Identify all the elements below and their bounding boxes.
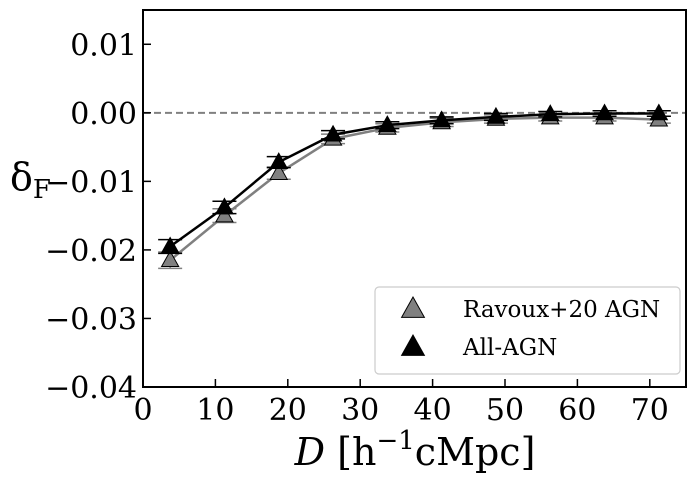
- x-axis-label: D [h−1cMpc]: [294, 426, 536, 474]
- series-1-point-9: [649, 103, 669, 121]
- plot-layer: 0 10 20 30 40 50 60 70 −0.04 −0.03 −0.02 −0.01 0.00 0…: [45, 9, 687, 428]
- series-line-0: [169, 116, 659, 262]
- y-tick-label-2: −0.02: [45, 234, 137, 269]
- x-axis-label-exp: −1: [376, 426, 414, 456]
- series-1-point-5: [432, 110, 452, 128]
- series-1-point-1: [215, 197, 234, 215]
- x-tick-label-4: 40: [414, 393, 452, 428]
- x-axis-label-open: [h: [325, 430, 376, 474]
- y-axis-label-subscript: F: [33, 175, 51, 205]
- x-tick-label-3: 30: [341, 393, 379, 428]
- x-tick-label-5: 50: [486, 393, 524, 428]
- legend: Ravoux+20 AGN All-AGN: [374, 286, 681, 375]
- y-axis-label-symbol: δ: [10, 155, 33, 199]
- series-0-point-2: [269, 163, 289, 180]
- y-tick-label-3: −0.01: [45, 165, 137, 200]
- series-0-point-0: [160, 250, 180, 267]
- x-tick-label-2: 20: [269, 393, 307, 428]
- x-tick-label-0: 0: [133, 393, 152, 428]
- series-1-point-7: [540, 104, 560, 121]
- legend-label-0: Ravoux+20 AGN: [463, 297, 660, 323]
- y-tick-label-4: 0.00: [70, 97, 137, 132]
- x-tick-label-6: 60: [558, 393, 596, 428]
- y-axis-label: δF: [10, 155, 51, 205]
- y-tick-label-1: −0.03: [45, 302, 137, 337]
- x-axis-label-var: D: [294, 430, 325, 474]
- series-line-1: [169, 112, 659, 248]
- y-tick-label-0: −0.04: [45, 371, 137, 406]
- series-1-point-6: [486, 106, 506, 124]
- legend-label-1: All-AGN: [462, 335, 557, 361]
- series-1-point-8: [595, 103, 614, 121]
- y-tick-label-5: 0.01: [70, 28, 137, 63]
- series-1-point-2: [269, 152, 289, 169]
- legend-marker-0: [400, 295, 426, 318]
- x-axis-label-unit: cMpc]: [415, 430, 536, 474]
- series-1-point-0: [160, 236, 180, 254]
- legend-box: [374, 286, 681, 375]
- series-1-point-3: [323, 124, 343, 142]
- series-1-point-4: [377, 115, 397, 132]
- x-tick-label-1: 10: [196, 393, 234, 428]
- legend-marker-1: [400, 333, 426, 356]
- plot-frame: [142, 9, 687, 388]
- x-tick-label-7: 70: [631, 393, 669, 428]
